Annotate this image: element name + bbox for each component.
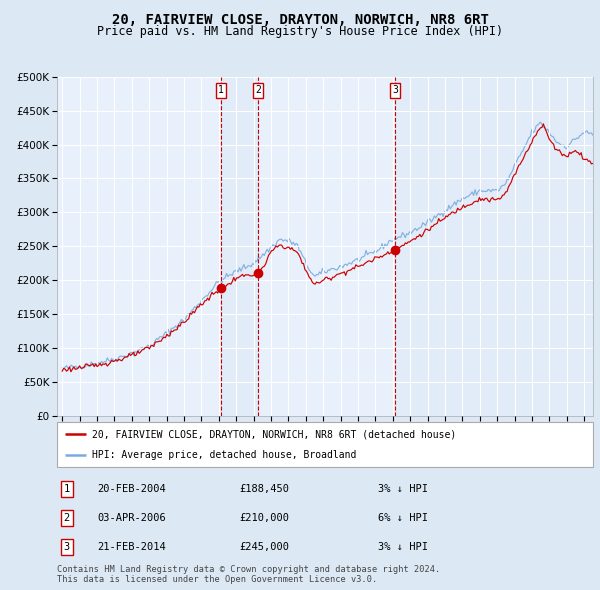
Text: HPI: Average price, detached house, Broadland: HPI: Average price, detached house, Broa… bbox=[92, 450, 356, 460]
Text: £245,000: £245,000 bbox=[239, 542, 289, 552]
Text: 21-FEB-2014: 21-FEB-2014 bbox=[97, 542, 166, 552]
Bar bbox=[221, 77, 258, 416]
Text: 3: 3 bbox=[392, 86, 398, 95]
Text: 1: 1 bbox=[218, 86, 224, 95]
Text: 1: 1 bbox=[64, 484, 70, 494]
Text: 2: 2 bbox=[255, 86, 261, 95]
Text: 20, FAIRVIEW CLOSE, DRAYTON, NORWICH, NR8 6RT: 20, FAIRVIEW CLOSE, DRAYTON, NORWICH, NR… bbox=[112, 13, 488, 27]
Text: Contains HM Land Registry data © Crown copyright and database right 2024.: Contains HM Land Registry data © Crown c… bbox=[57, 565, 440, 573]
Text: 2: 2 bbox=[64, 513, 70, 523]
Text: £210,000: £210,000 bbox=[239, 513, 289, 523]
Text: 03-APR-2006: 03-APR-2006 bbox=[97, 513, 166, 523]
Text: 3: 3 bbox=[64, 542, 70, 552]
Text: 3% ↓ HPI: 3% ↓ HPI bbox=[379, 542, 428, 552]
Text: £188,450: £188,450 bbox=[239, 484, 289, 494]
Text: 3% ↓ HPI: 3% ↓ HPI bbox=[379, 484, 428, 494]
Text: Price paid vs. HM Land Registry's House Price Index (HPI): Price paid vs. HM Land Registry's House … bbox=[97, 25, 503, 38]
Text: 20-FEB-2004: 20-FEB-2004 bbox=[97, 484, 166, 494]
Text: 20, FAIRVIEW CLOSE, DRAYTON, NORWICH, NR8 6RT (detached house): 20, FAIRVIEW CLOSE, DRAYTON, NORWICH, NR… bbox=[92, 429, 456, 439]
Bar bbox=[395, 77, 593, 416]
Text: 6% ↓ HPI: 6% ↓ HPI bbox=[379, 513, 428, 523]
FancyBboxPatch shape bbox=[57, 422, 593, 467]
Text: This data is licensed under the Open Government Licence v3.0.: This data is licensed under the Open Gov… bbox=[57, 575, 377, 584]
